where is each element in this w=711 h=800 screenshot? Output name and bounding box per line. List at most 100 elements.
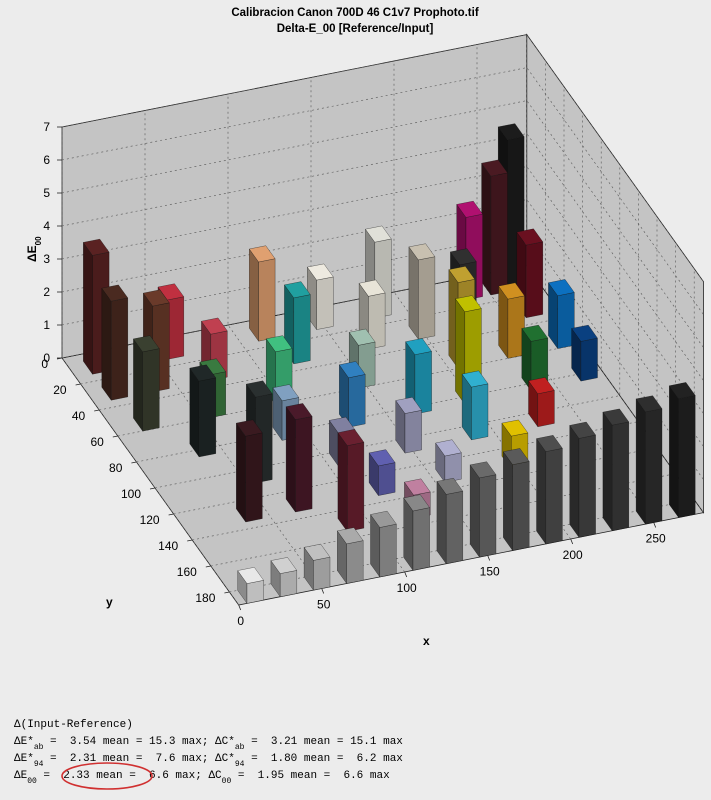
bar-top-face: [270, 557, 298, 574]
stats-subscript: 94: [235, 760, 245, 769]
bar-front-face: [246, 580, 264, 604]
bar-top-face: [469, 461, 497, 479]
grid-line: [61, 199, 704, 447]
bar-front-face: [295, 416, 313, 513]
bar: [516, 228, 544, 319]
x-tick: [404, 571, 408, 578]
bar-top-face: [501, 419, 529, 437]
y-tick: [75, 383, 81, 386]
bar-top-face: [435, 439, 462, 457]
bar-top-face: [249, 245, 276, 263]
chart-subtitle: Delta-E_00 [Reference/Input]: [277, 23, 434, 35]
y-tick-label: 0: [41, 357, 48, 371]
bar: [548, 279, 575, 350]
bar-front-face: [379, 523, 397, 578]
bar-front-face: [444, 452, 462, 483]
bar-front-face: [471, 383, 489, 441]
bar-front-face: [280, 570, 297, 597]
bar-top-face: [368, 449, 396, 467]
grid-line: [61, 34, 704, 282]
stats-text: = 1.95 mean = 6.6 max: [231, 770, 390, 782]
y-tick: [224, 591, 230, 594]
x-tick-label: 150: [480, 565, 500, 579]
bar: [189, 364, 217, 458]
z-tick-label: 2: [43, 285, 50, 299]
bar-top-face: [337, 429, 365, 446]
bar-front-face: [198, 377, 216, 458]
x-tick-label: 250: [646, 532, 666, 546]
bar: [569, 421, 596, 538]
bar-top-face: [571, 324, 598, 342]
bar: [249, 245, 276, 342]
bar-top-face: [246, 380, 273, 398]
z-tick-label: 5: [43, 186, 50, 200]
bar-top-face: [450, 248, 477, 266]
z-axis-label-sub: 00: [34, 236, 43, 245]
bar-left-face: [469, 464, 480, 558]
z-tick-label: 7: [43, 120, 50, 134]
bar: [503, 448, 530, 551]
z-tick-label: 0: [43, 351, 50, 365]
bar: [337, 527, 364, 584]
bar-top-face: [521, 324, 549, 342]
bar-top-face: [358, 279, 386, 297]
bar-top-face: [497, 123, 525, 141]
bar-top-face: [635, 395, 663, 413]
bar: [498, 282, 525, 359]
stats-subscript: ab: [235, 743, 245, 752]
bar: [571, 324, 598, 382]
y-tick-label: 140: [158, 539, 178, 553]
bar: [602, 408, 630, 532]
bar-front-face: [490, 172, 508, 296]
y-tick-label: 40: [72, 409, 86, 423]
bar: [285, 403, 313, 513]
bar-front-face: [348, 374, 366, 428]
bar: [461, 370, 489, 441]
bar: [368, 449, 396, 497]
bar-top-face: [285, 403, 313, 420]
grid-line: [144, 110, 322, 589]
stats-subscript: ab: [34, 743, 44, 752]
bar-top-face: [408, 243, 436, 261]
bar-top-face: [403, 494, 430, 512]
y-tick: [94, 409, 100, 412]
bar: [133, 335, 160, 432]
stats-subscript: 00: [27, 777, 37, 786]
bar-front-face: [293, 294, 311, 365]
bar: [395, 397, 422, 454]
bar-front-face: [245, 432, 263, 523]
chart-title: Calibracion Canon 700D 46 C1v7 Prophoto.…: [231, 7, 478, 19]
x-tick: [238, 604, 242, 611]
z-tick-label: 1: [43, 318, 50, 332]
bar-top-face: [602, 408, 630, 426]
x-tick: [653, 522, 657, 528]
bar-front-face: [512, 461, 530, 551]
bar-left-face: [236, 422, 246, 523]
grid-line: [61, 127, 239, 606]
bar: [337, 429, 365, 532]
bar-top-face: [303, 543, 331, 561]
bar-front-face: [404, 410, 422, 454]
stats-text: ΔE*: [14, 753, 34, 765]
bar-front-face: [580, 337, 598, 382]
bar-front-face: [446, 491, 463, 564]
bar: [436, 478, 464, 565]
bar: [536, 435, 563, 545]
x-tick: [487, 555, 491, 561]
bar: [270, 557, 298, 598]
bar-left-face: [503, 451, 513, 551]
y-tick-label: 180: [195, 591, 215, 605]
stats-subscript: 00: [222, 777, 232, 786]
stats: ΔE*ab = 3.54 mean = 15.3 max; ΔC*ab = 3.…: [14, 736, 403, 786]
bar-front-face: [347, 442, 365, 532]
y-tick: [168, 513, 174, 516]
bar-top-face: [498, 282, 525, 300]
bar-top-face: [201, 317, 228, 335]
bar-front-face: [537, 390, 555, 427]
x-tick-label: 100: [397, 581, 417, 595]
bar: [408, 243, 436, 340]
bar: [669, 382, 696, 518]
bar: [528, 377, 555, 428]
